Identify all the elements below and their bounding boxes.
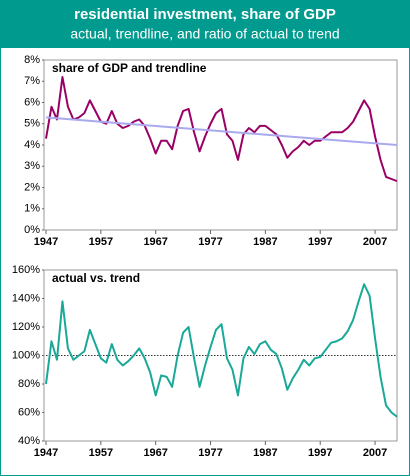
y-tick-label: 7%: [24, 75, 40, 87]
y-tick-label: 0%: [24, 224, 40, 236]
y-tick-label: 80%: [18, 378, 40, 390]
x-tick-label: 1967: [143, 236, 167, 248]
x-tick-label: 1987: [253, 236, 277, 248]
y-tick-label: 1%: [24, 203, 40, 215]
y-tick-label: 8%: [24, 54, 40, 66]
chart-title: residential investment, share of GDP: [74, 6, 336, 23]
x-tick-label: 1947: [34, 236, 58, 248]
y-tick-label: 5%: [24, 118, 40, 130]
x-tick-label: 2007: [363, 236, 387, 248]
x-tick-label: 1957: [89, 447, 113, 459]
y-tick-label: 40%: [18, 435, 40, 447]
chart-subtitle: actual, trendline, and ratio of actual t…: [70, 26, 339, 42]
x-tick-label: 1997: [308, 447, 332, 459]
x-tick-label: 1947: [34, 447, 58, 459]
x-tick-label: 1987: [253, 447, 277, 459]
y-tick-label: 4%: [24, 139, 40, 151]
x-tick-label: 1977: [198, 447, 222, 459]
x-tick-label: 2007: [363, 447, 387, 459]
y-tick-label: 3%: [24, 160, 40, 172]
panel-title: actual vs. trend: [52, 271, 140, 285]
y-tick-label: 60%: [18, 406, 40, 418]
x-tick-label: 1967: [143, 447, 167, 459]
y-tick-label: 140%: [12, 292, 40, 304]
series-line: [45, 116, 398, 146]
series-line: [45, 283, 398, 418]
x-tick-label: 1957: [89, 236, 113, 248]
x-tick-label: 1997: [308, 236, 332, 248]
series-line: [45, 76, 398, 183]
header: [0, 0, 410, 48]
y-tick-label: 2%: [24, 181, 40, 193]
y-tick-label: 100%: [12, 349, 40, 361]
y-tick-label: 6%: [24, 96, 40, 108]
x-tick-label: 1977: [198, 236, 222, 248]
y-tick-label: 160%: [12, 264, 40, 276]
y-tick-label: 120%: [12, 321, 40, 333]
panel-title: share of GDP and trendline: [52, 61, 207, 75]
